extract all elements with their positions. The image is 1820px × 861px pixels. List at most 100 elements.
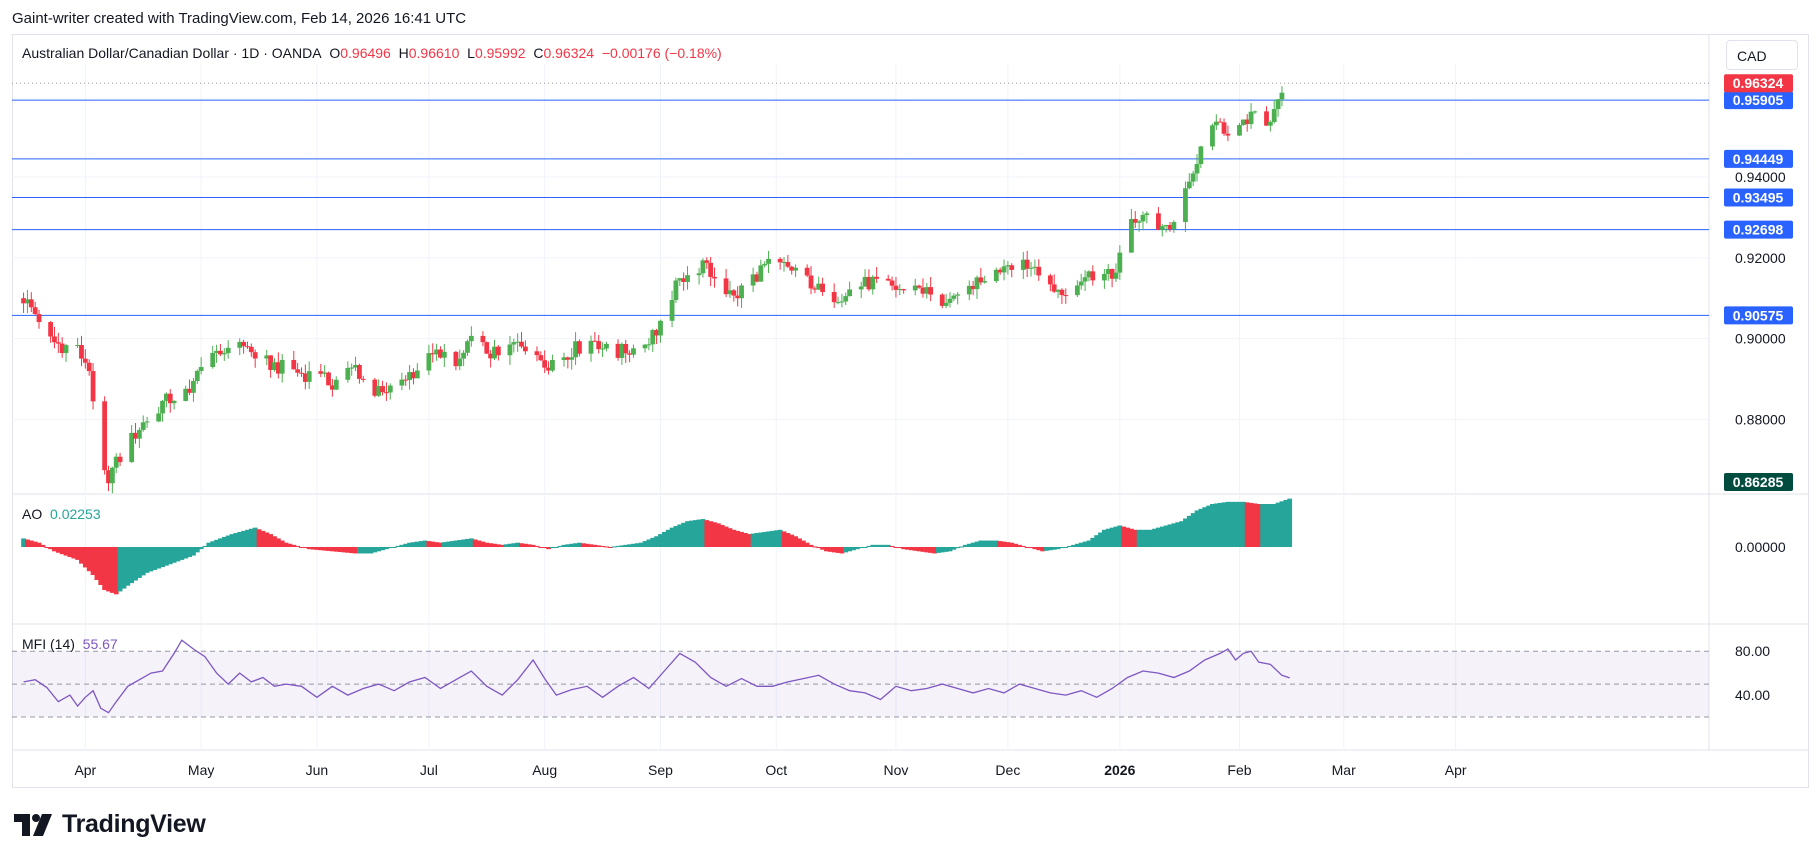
candle-down [901, 289, 907, 291]
close-value: 0.96324 [543, 45, 595, 61]
candle-up [843, 296, 849, 302]
candle-up [441, 351, 447, 358]
tradingview-logo[interactable]: TradingView [14, 810, 206, 839]
candle-up [1163, 224, 1169, 227]
ao-bar [1044, 547, 1049, 551]
ao-bar [750, 533, 756, 547]
ao-bar [225, 535, 231, 547]
candle-up [214, 350, 219, 353]
ao-bar [279, 540, 285, 547]
ao-bar [82, 547, 88, 568]
candle-up [1171, 221, 1177, 230]
ao-bar [758, 532, 764, 547]
ao-bar [862, 547, 868, 548]
currency-button[interactable]: CAD [1726, 40, 1798, 70]
candle-up [658, 320, 663, 336]
ao-bar [48, 547, 53, 550]
ao-bar [187, 547, 192, 558]
candle-down [453, 351, 459, 367]
candle-up [696, 273, 702, 276]
ao-bar [820, 547, 825, 550]
low-value: 0.95992 [474, 45, 526, 61]
ao-bar [870, 544, 876, 547]
ao-bar [889, 545, 895, 547]
ao-bar [1275, 502, 1281, 547]
candle-down [1156, 213, 1161, 230]
candle-down [654, 330, 660, 336]
ao-bar [654, 536, 660, 547]
ao-bar [86, 547, 92, 572]
candle-up [507, 344, 513, 356]
candle-up [225, 347, 231, 354]
candle-up [604, 343, 609, 349]
candle-down [488, 353, 494, 359]
candle-up [468, 335, 474, 342]
ao-bar [1213, 503, 1219, 547]
candle-down [384, 392, 389, 394]
candle-down [430, 353, 436, 355]
candle-up [951, 295, 957, 299]
ao-bar [1098, 532, 1103, 547]
candle-down [731, 290, 737, 296]
price-axis: 0.94000 0.92000 0.90000 0.88000 [1735, 169, 1786, 427]
level-price-tag [1724, 149, 1793, 168]
ao-bar [295, 545, 301, 547]
ao-bar [357, 547, 362, 554]
candle-up [1082, 277, 1088, 282]
ao-bar [507, 543, 513, 547]
ao-bar [1260, 504, 1266, 547]
ao-bar [1179, 521, 1184, 547]
ao-bar [272, 536, 277, 547]
candle-up [573, 341, 578, 358]
ao-bar [1264, 504, 1269, 547]
ao-bar [326, 547, 331, 551]
candle-down [299, 372, 304, 374]
ao-bar [1156, 527, 1161, 547]
last-price-label: 0.96324 [1733, 75, 1784, 91]
ao-bar [573, 543, 578, 547]
ao-bar [1237, 501, 1242, 547]
y-tick-label: 0.92000 [1735, 250, 1786, 266]
level-price-label: 0.94449 [1733, 151, 1784, 167]
level-price-tag [1724, 188, 1793, 207]
candle-down [1009, 265, 1015, 270]
candle-down [357, 364, 362, 379]
ao-bar [1140, 529, 1146, 547]
symbol-title[interactable]: Australian Dollar/Canadian Dollar · 1D ·… [22, 45, 322, 61]
x-tick-label: 2026 [1104, 762, 1135, 778]
ao-bar [607, 547, 613, 548]
ao-bar [1074, 543, 1080, 547]
candle-up [1271, 109, 1277, 122]
ao-bar [700, 519, 706, 547]
ao-bar [1055, 547, 1061, 550]
ohlc-legend: Australian Dollar/Canadian Dollar · 1D ·… [22, 45, 722, 61]
high-value: 0.96610 [408, 45, 460, 61]
ao-bar [44, 547, 50, 548]
ao-bar [1109, 527, 1115, 547]
candle-up [700, 260, 706, 274]
candle-down [1059, 289, 1065, 296]
ao-bar [1202, 507, 1208, 547]
ao-bar [503, 544, 509, 547]
ao-bar [314, 547, 320, 550]
candle-down [495, 346, 501, 356]
ao-bar [1063, 547, 1069, 548]
candle-down [268, 355, 274, 370]
candle-up [113, 456, 119, 468]
candle-down [820, 283, 825, 292]
ao-bar [858, 547, 864, 549]
candle-up [793, 267, 798, 271]
ao-bar [484, 542, 490, 547]
ao-bar [1032, 547, 1038, 550]
ao-bar [712, 522, 717, 547]
ao-bar [214, 539, 219, 547]
ao-bar [1217, 502, 1223, 547]
ao-bar [198, 547, 204, 550]
ao-bar [646, 539, 652, 547]
ao-bar [916, 547, 922, 552]
low-price-label: 0.86285 [1733, 474, 1784, 490]
ao-bar [418, 541, 424, 547]
candle-down [831, 291, 837, 303]
ao-bar [302, 547, 308, 549]
